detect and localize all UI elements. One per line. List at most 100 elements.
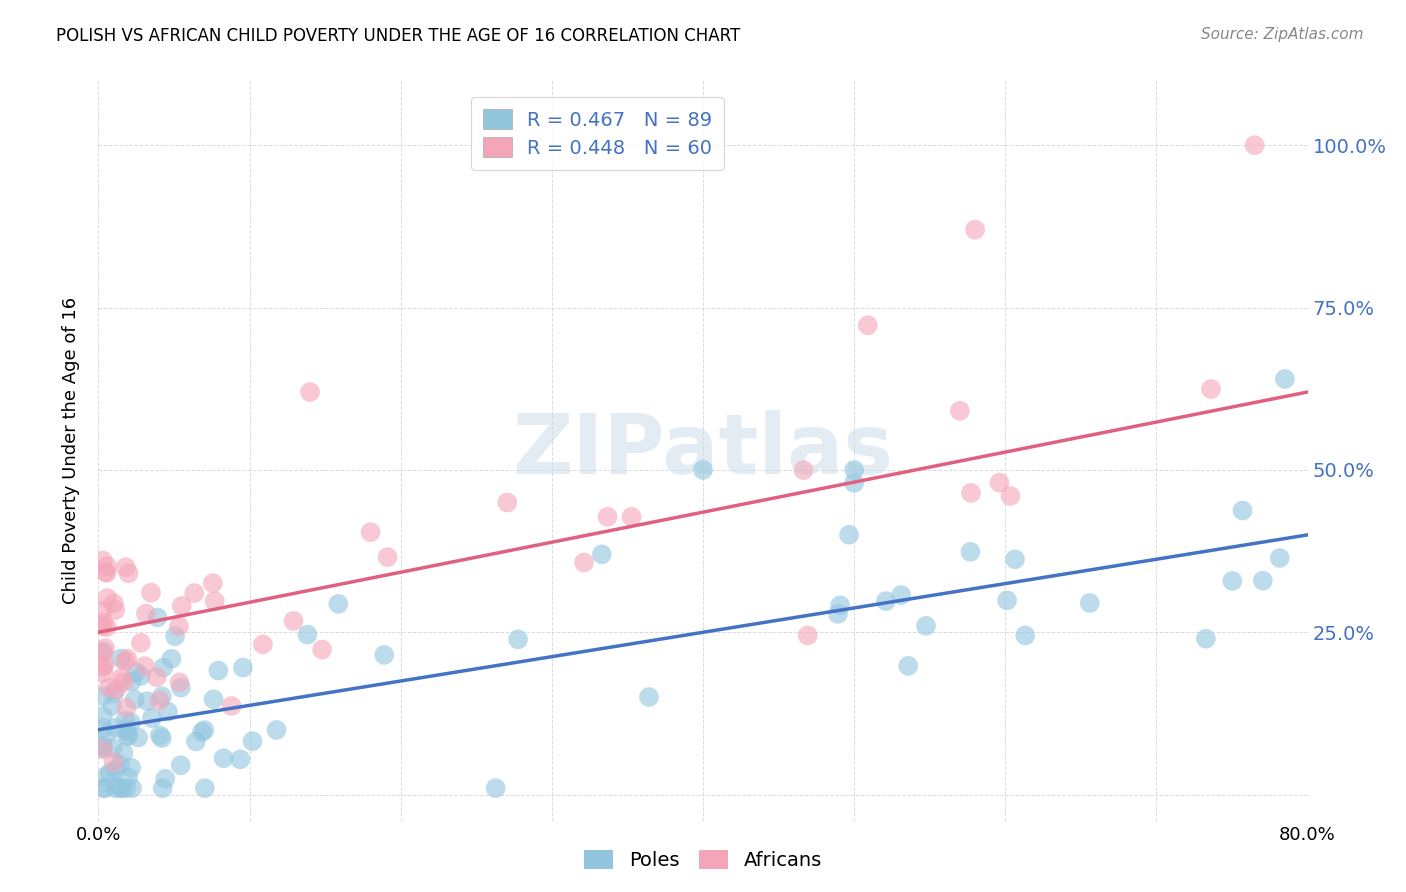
Point [169, 675, 191, 690]
Point [960, 486, 983, 500]
Point [104, 781, 127, 796]
Point [949, 404, 972, 418]
Point [160, 652, 183, 666]
Point [506, 632, 529, 647]
Point [202, 692, 225, 706]
Point [91, 554, 114, 568]
Point [207, 664, 229, 678]
Point [121, 781, 143, 796]
Point [212, 751, 235, 765]
Point [112, 675, 135, 690]
Point [183, 586, 205, 600]
Point [572, 556, 595, 570]
Point [1000, 489, 1022, 503]
Point [875, 594, 897, 608]
Point [94, 565, 117, 579]
Point [103, 755, 125, 769]
Point [1232, 503, 1254, 517]
Point [838, 528, 860, 542]
Point [377, 550, 399, 565]
Point [311, 642, 333, 657]
Point [170, 681, 193, 695]
Point [125, 665, 148, 680]
Point [156, 705, 179, 719]
Point [1251, 574, 1274, 588]
Point [959, 545, 981, 559]
Point [184, 734, 207, 748]
Point [297, 627, 319, 641]
Point [793, 463, 815, 477]
Point [844, 475, 866, 490]
Point [1014, 628, 1036, 642]
Point [139, 585, 162, 599]
Point [114, 560, 136, 574]
Point [91, 647, 114, 661]
Point [114, 714, 136, 728]
Point [117, 728, 139, 742]
Point [120, 715, 142, 730]
Point [141, 711, 163, 725]
Point [91, 604, 114, 618]
Point [98, 766, 121, 780]
Point [242, 734, 264, 748]
Y-axis label: Child Poverty Under the Age of 16: Child Poverty Under the Age of 16 [62, 297, 80, 604]
Point [897, 658, 920, 673]
Point [115, 700, 138, 714]
Text: POLISH VS AFRICAN CHILD POVERTY UNDER THE AGE OF 16 CORRELATION CHART: POLISH VS AFRICAN CHILD POVERTY UNDER TH… [56, 27, 741, 45]
Point [152, 660, 174, 674]
Point [115, 781, 138, 796]
Point [1274, 372, 1296, 386]
Point [373, 648, 395, 662]
Point [110, 781, 132, 796]
Point [91, 619, 114, 633]
Point [91, 690, 114, 704]
Point [101, 698, 124, 713]
Text: Source: ZipAtlas.com: Source: ZipAtlas.com [1201, 27, 1364, 42]
Point [91, 709, 114, 723]
Point [103, 686, 125, 700]
Point [129, 636, 152, 650]
Text: ZIPatlas: ZIPatlas [513, 410, 893, 491]
Point [96, 566, 118, 580]
Point [150, 731, 173, 745]
Point [252, 637, 274, 651]
Point [136, 694, 159, 708]
Point [121, 674, 143, 689]
Point [165, 629, 187, 643]
Point [796, 628, 818, 642]
Point [91, 721, 114, 735]
Point [596, 509, 619, 524]
Point [149, 728, 172, 742]
Point [965, 222, 987, 236]
Point [204, 594, 226, 608]
Point [93, 657, 115, 672]
Point [124, 692, 146, 706]
Point [104, 603, 127, 617]
Point [117, 771, 139, 785]
Point [995, 593, 1018, 607]
Point [167, 619, 190, 633]
Point [149, 693, 172, 707]
Point [692, 463, 714, 477]
Point [94, 769, 117, 783]
Point [191, 725, 214, 739]
Point [856, 318, 879, 333]
Point [1222, 574, 1244, 588]
Point [103, 596, 125, 610]
Point [115, 723, 138, 738]
Point [155, 772, 177, 786]
Point [91, 739, 114, 753]
Point [496, 495, 519, 509]
Point [266, 723, 288, 737]
Point [129, 669, 152, 683]
Point [114, 654, 136, 668]
Point [91, 644, 114, 658]
Point [93, 781, 115, 796]
Point [830, 599, 852, 613]
Point [844, 463, 866, 477]
Point [145, 670, 167, 684]
Point [110, 651, 132, 665]
Point [96, 559, 118, 574]
Point [194, 781, 217, 796]
Point [96, 591, 118, 605]
